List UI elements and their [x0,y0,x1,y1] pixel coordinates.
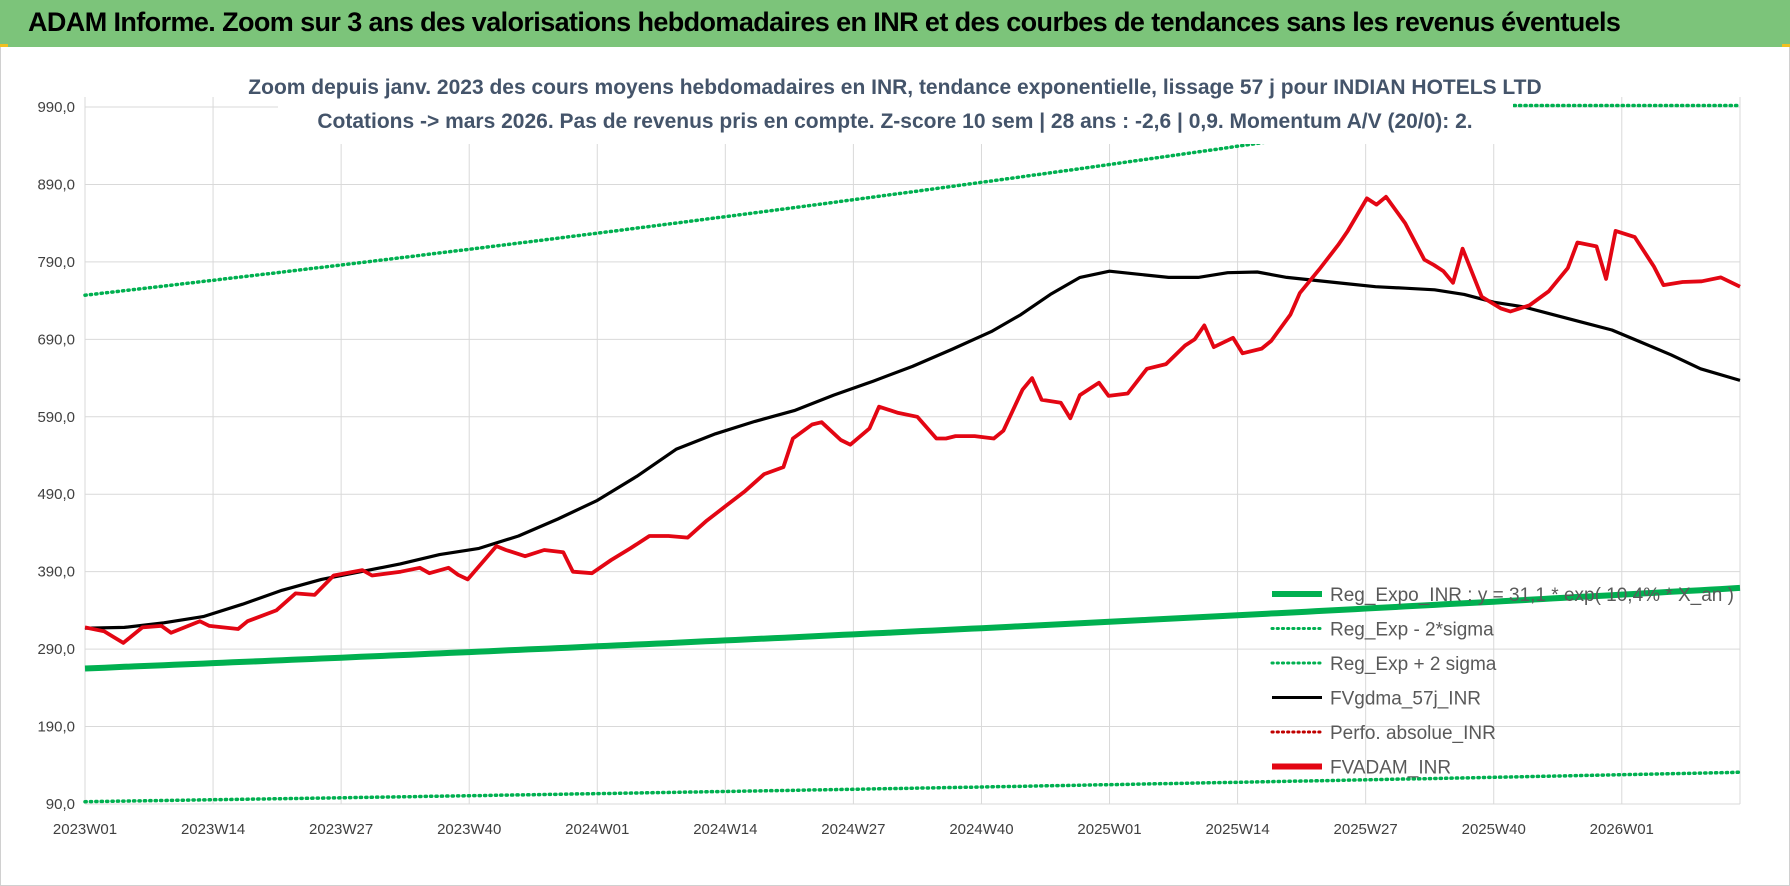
banner-corner-right [1782,44,1790,47]
x-tick-label: 2024W27 [821,821,885,838]
y-tick-label: 290,0 [37,641,75,658]
chart-title-line-2: Cotations -> mars 2026. Pas de revenus p… [317,110,1472,133]
x-tick-label: 2026W01 [1590,821,1654,838]
y-tick-label: 90,0 [46,796,75,813]
y-tick-label: 190,0 [37,719,75,736]
legend: Reg_Expo_INR : y = 31,1 * exp( 10,4% * X… [1270,585,1734,779]
chart-title-line-1: Zoom depuis janv. 2023 des cours moyens … [248,76,1541,99]
x-tick-label: 2024W01 [565,821,629,838]
legend-label: FVADAM_INR [1330,758,1451,779]
banner-title: ADAM Informe. Zoom sur 3 ans des valoris… [28,7,1621,37]
banner-corner-left [0,44,8,47]
series-reg-exp-plus-2sigma [83,103,1742,297]
x-tick-label: 2025W01 [1077,821,1141,838]
x-tick-label: 2023W14 [181,821,245,838]
chart-title-background [278,70,1513,144]
legend-label: Reg_Exp + 2 sigma [1330,654,1497,675]
y-tick-label: 590,0 [37,409,75,426]
title-banner: ADAM Informe. Zoom sur 3 ans des valoris… [0,0,1790,47]
x-tick-label: 2023W01 [53,821,117,838]
y-tick-label: 490,0 [37,486,75,503]
y-tick-label: 390,0 [37,564,75,581]
x-tick-label: 2023W40 [437,821,501,838]
legend-label: Reg_Expo_INR : y = 31,1 * exp( 10,4% * X… [1330,585,1734,606]
x-tick-label: 2025W40 [1462,821,1526,838]
x-tick-label: 2023W27 [309,821,373,838]
x-tick-label: 2025W14 [1205,821,1269,838]
series-group [83,103,1742,804]
grid-lines [84,97,1741,805]
series-reg-exp-minus-2sigma [83,770,1742,804]
series-reg-expo [84,584,1741,672]
x-tick-label: 2025W27 [1334,821,1398,838]
x-axis-ticks: 2023W01 2023W14 2023W27 2023W40 2024W01 2024W… [53,821,1654,838]
series-fvadam [84,194,1741,645]
legend-label: Perfo. absolue_INR [1330,723,1496,744]
chart-title-box: Zoom depuis janv. 2023 des cours moyens … [248,70,1542,144]
x-tick-label: 2024W40 [949,821,1013,838]
y-axis-ticks: 990,0 890,0 790,0 690,0 590,0 490,0 390,0 290,0… [37,99,75,813]
legend-label: Reg_Exp - 2*sigma [1330,620,1494,641]
y-tick-label: 690,0 [37,331,75,348]
y-tick-label: 790,0 [37,254,75,271]
legend-label: FVgdma_57j_INR [1330,689,1481,710]
y-tick-label: 890,0 [37,176,75,193]
y-tick-label: 990,0 [37,99,75,116]
x-tick-label: 2024W14 [693,821,757,838]
